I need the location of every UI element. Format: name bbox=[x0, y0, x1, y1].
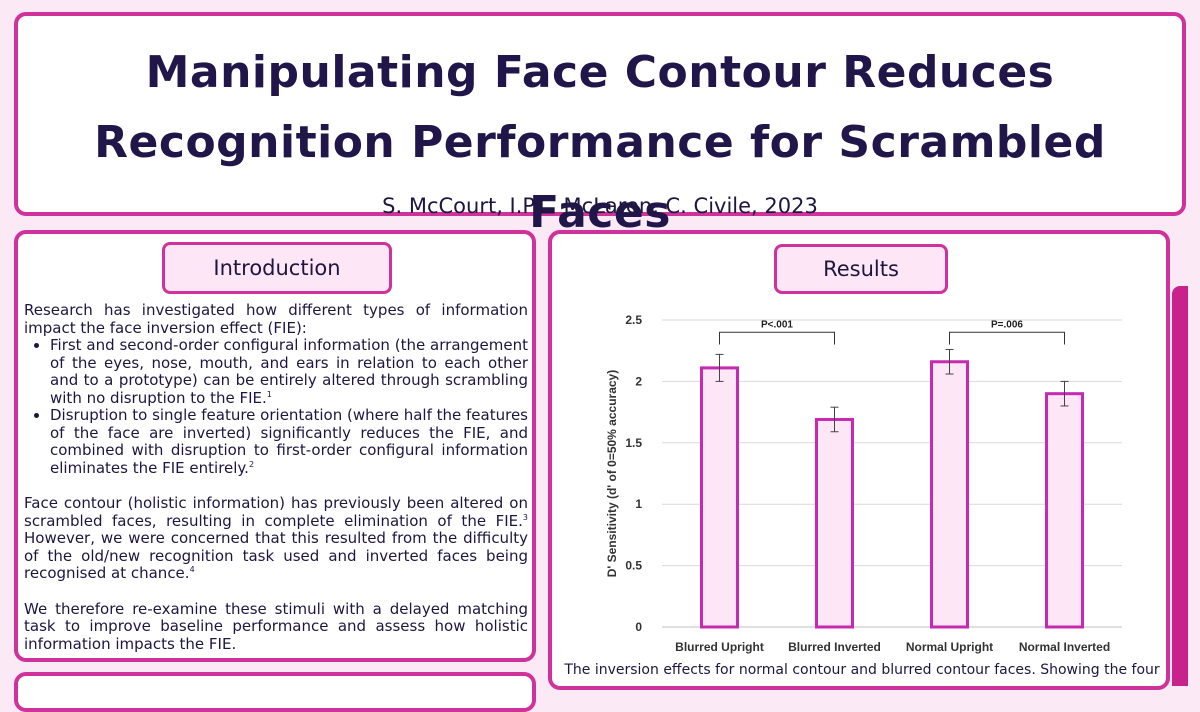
reference-marker: 4 bbox=[189, 565, 195, 574]
results-panel: Results 0 0.5 1 1.5 2 2.5 D' Sensitivity (d' o… bbox=[548, 230, 1170, 690]
introduction-heading: Introduction bbox=[162, 242, 392, 294]
results-heading: Results bbox=[774, 244, 948, 294]
y-tick-label: 1.5 bbox=[625, 436, 642, 450]
x-tick-label: Normal Inverted bbox=[1019, 640, 1110, 654]
poster-authors: S. McCourt, I.P.L. McLaren, C. Civile, 2… bbox=[382, 194, 818, 218]
poster-title: Manipulating Face Contour Reduces Recogn… bbox=[94, 47, 1106, 238]
x-tick-label: Blurred Upright bbox=[675, 640, 764, 654]
intro-bullet-2: Disruption to single feature orientation… bbox=[50, 406, 528, 477]
decorative-strip bbox=[1172, 286, 1188, 686]
y-tick-label: 0.5 bbox=[625, 559, 642, 573]
methods-panel bbox=[14, 672, 536, 712]
introduction-body: Research has investigated how different … bbox=[24, 301, 528, 653]
intro-paragraph-2: Face contour (holistic information) has … bbox=[24, 494, 528, 583]
intro-paragraph-2b: However, we were concerned that this res… bbox=[24, 529, 528, 582]
y-tick-label: 2 bbox=[635, 374, 642, 388]
bar bbox=[930, 360, 969, 629]
intro-paragraph-2a: Face contour (holistic information) has … bbox=[24, 494, 528, 530]
y-tick-label: 1 bbox=[635, 497, 642, 511]
y-tick-label: 0 bbox=[635, 620, 642, 634]
bar bbox=[1045, 392, 1084, 629]
significance-bracket bbox=[949, 331, 1065, 345]
reference-marker: 3 bbox=[522, 512, 528, 522]
reference-marker: 2 bbox=[248, 459, 255, 469]
d-prime-bar-chart: 0 0.5 1 1.5 2 2.5 D' Sensitivity (d' of 0=50% … bbox=[605, 313, 1122, 654]
intro-bullet-1-text: First and second-order configural inform… bbox=[50, 336, 528, 407]
y-tick-label: 2.5 bbox=[625, 313, 642, 327]
bar bbox=[815, 417, 854, 629]
intro-bullet-1: First and second-order configural inform… bbox=[50, 336, 528, 407]
bar bbox=[700, 366, 739, 629]
significance-label: P=.006 bbox=[991, 319, 1023, 330]
x-tick-label: Blurred Inverted bbox=[788, 640, 881, 654]
y-axis-label: D' Sensitivity (d' of 0=50% accuracy) bbox=[605, 370, 619, 577]
significance-label: P<.001 bbox=[761, 319, 793, 330]
results-caption: The inversion effects for normal contour… bbox=[564, 662, 1160, 678]
significance-bracket bbox=[719, 331, 835, 345]
intro-bullet-2-text: Disruption to single feature orientation… bbox=[50, 406, 528, 477]
intro-paragraph-1: Research has investigated how different … bbox=[24, 301, 528, 337]
x-tick-label: Normal Upright bbox=[906, 640, 993, 654]
title-panel: Manipulating Face Contour Reduces Recogn… bbox=[14, 12, 1186, 238]
intro-bullet-list: First and second-order configural inform… bbox=[24, 336, 528, 477]
intro-paragraph-3: We therefore re-examine these stimuli wi… bbox=[24, 599, 528, 653]
introduction-panel: Introduction Research has investigated h… bbox=[14, 230, 536, 662]
reference-marker: 1 bbox=[266, 389, 272, 399]
